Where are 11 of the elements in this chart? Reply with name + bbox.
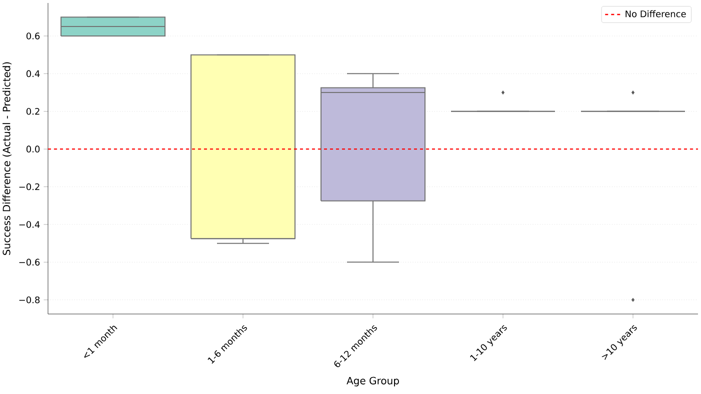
y-tick-label: 0.2 [26,108,40,115]
y-tick-label: −0.4 [19,221,40,228]
legend-label: No Difference [626,10,686,18]
y-tick-label: 0.6 [26,32,40,40]
y-axis-title: Success Difference (Actual - Predicted) [2,62,12,255]
y-tick-label: −0.6 [19,258,40,266]
y-tick-label: 0.4 [26,70,40,78]
y-tick-label: −0.2 [19,183,40,190]
x-axis-title: Age Group [346,376,399,386]
y-tick-label: 0.0 [26,146,40,152]
y-tick-label: −0.8 [19,296,40,304]
